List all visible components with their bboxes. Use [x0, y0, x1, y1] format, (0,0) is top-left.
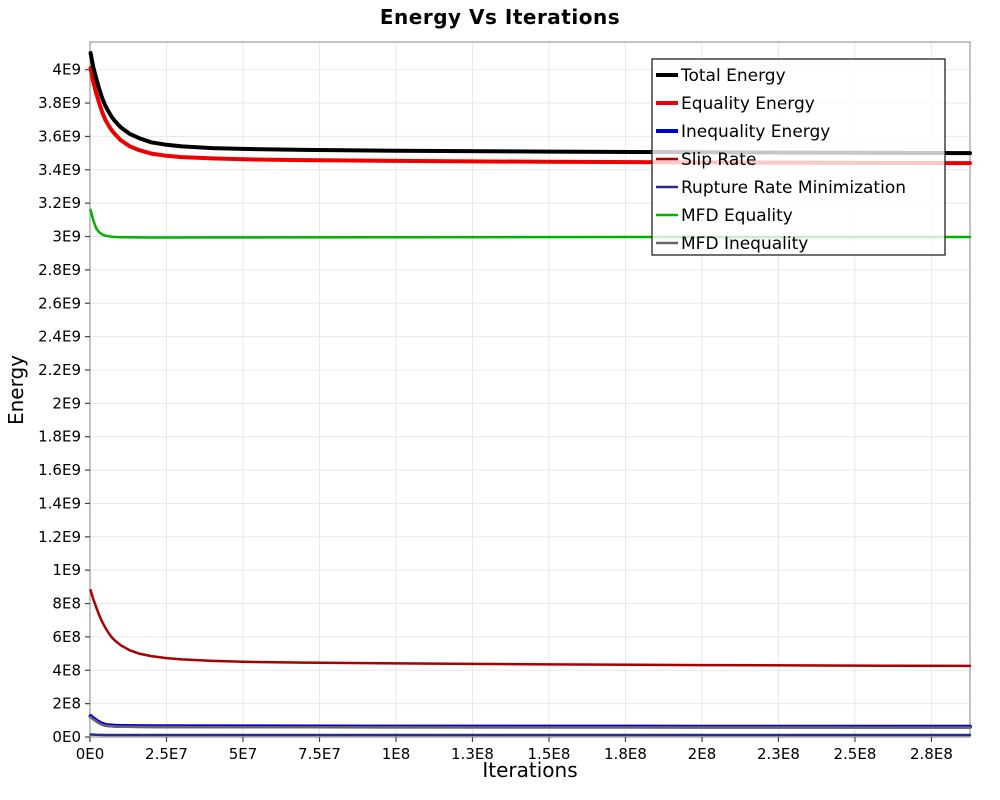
y-axis-label: Energy — [4, 354, 28, 426]
series-line-inequality-energy — [88, 714, 972, 729]
y-tick-label: 3E9 — [52, 228, 81, 246]
y-tick-label: 3.6E9 — [38, 127, 81, 145]
plot-frame — [89, 41, 971, 738]
x-tick-label: 1.8E8 — [604, 745, 647, 763]
legend-label-3: Inequality Energy — [681, 122, 830, 142]
legend-box — [651, 58, 946, 256]
x-tick-label: 0E0 — [76, 745, 105, 763]
series-line-mfd-inequality — [89, 715, 972, 729]
legend-label-7: MFD Inequality — [681, 234, 808, 254]
legend-label-6: MFD Equality — [681, 206, 793, 226]
chart-title: Energy Vs Iterations — [379, 5, 621, 29]
y-tick-label: 8E8 — [52, 595, 81, 613]
x-tick-label: 5E7 — [229, 745, 258, 763]
y-tick-label: 1.6E9 — [38, 461, 81, 479]
series-line-rupture-rate-minimization — [89, 733, 972, 737]
legend-label-4: Slip Rate — [681, 150, 756, 170]
y-tick-label: 1E9 — [52, 561, 81, 579]
x-tick-label: 2.3E8 — [757, 745, 800, 763]
series-line-equality-energy — [88, 66, 972, 166]
y-tick-label: 2E9 — [52, 394, 81, 412]
legend-label-2: Equality Energy — [681, 94, 815, 114]
y-tick-label: 2.6E9 — [38, 294, 81, 312]
y-tick-label: 1.8E9 — [38, 428, 81, 446]
legend-label-1: Total Energy — [680, 66, 786, 86]
x-tick-label: 7.5E7 — [298, 745, 341, 763]
x-tick-label: 1E8 — [382, 745, 411, 763]
series-line-mfd-equality — [89, 208, 972, 239]
y-tick-label: 4E8 — [52, 661, 81, 679]
y-tick-label: 1.4E9 — [38, 494, 81, 512]
y-tick-label: 3.2E9 — [38, 194, 81, 212]
x-tick-label: 2.5E7 — [145, 745, 188, 763]
y-tick-label: 2.4E9 — [38, 328, 81, 346]
y-tick-label: 2.8E9 — [38, 261, 81, 279]
x-tick-label: 2.8E8 — [910, 745, 953, 763]
y-tick-label: 2E8 — [52, 695, 81, 713]
y-tick-label: 4E9 — [52, 61, 81, 79]
y-tick-label: 2.2E9 — [38, 361, 81, 379]
y-tick-label: 0E0 — [52, 728, 81, 746]
x-tick-label: 2.5E8 — [834, 745, 877, 763]
x-axis-label: Iterations — [482, 758, 578, 782]
x-tick-label: 1.3E8 — [451, 745, 494, 763]
series-line-slip-rate — [89, 588, 972, 668]
y-tick-label: 3.4E9 — [38, 161, 81, 179]
legend-label-5: Rupture Rate Minimization — [681, 178, 906, 198]
series-line-total-energy — [88, 51, 972, 156]
x-tick-label: 2E8 — [688, 745, 717, 763]
y-tick-label: 3.8E9 — [38, 94, 81, 112]
y-tick-label: 1.2E9 — [38, 528, 81, 546]
x-tick-label: 1.5E8 — [528, 745, 571, 763]
y-tick-label: 6E8 — [52, 628, 81, 646]
